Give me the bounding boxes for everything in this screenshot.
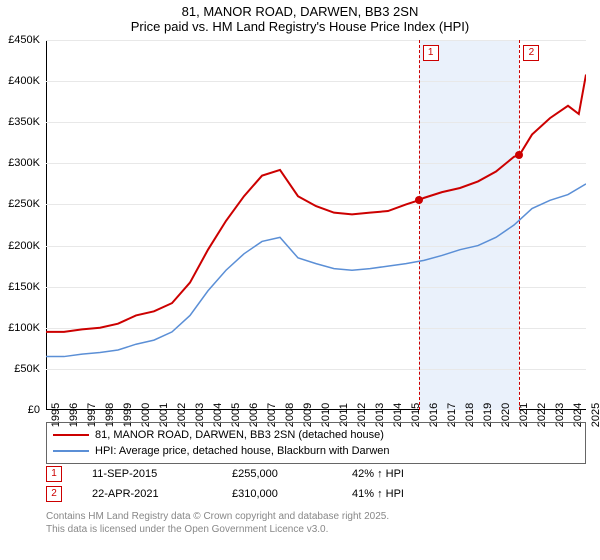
- sale-price: £255,000: [232, 468, 322, 480]
- footer-line1: Contains HM Land Registry data © Crown c…: [46, 510, 389, 523]
- legend-label: HPI: Average price, detached house, Blac…: [95, 445, 390, 457]
- title-address: 81, MANOR ROAD, DARWEN, BB3 2SN: [0, 4, 600, 19]
- legend-swatch: [53, 434, 89, 436]
- chart-title: 81, MANOR ROAD, DARWEN, BB3 2SN Price pa…: [0, 0, 600, 34]
- footer-line2: This data is licensed under the Open Gov…: [46, 523, 389, 536]
- legend-swatch: [53, 450, 89, 452]
- series-line: [46, 184, 586, 357]
- sale-date: 22-APR-2021: [92, 488, 202, 500]
- series-svg: [46, 40, 586, 410]
- sale-row: 2 22-APR-2021 £310,000 41% ↑ HPI: [46, 484, 586, 504]
- legend-item: HPI: Average price, detached house, Blac…: [53, 443, 579, 459]
- chart-plot-area: £0£50K£100K£150K£200K£250K£300K£350K£400…: [46, 40, 586, 410]
- series-line: [46, 75, 586, 332]
- legend-item: 81, MANOR ROAD, DARWEN, BB3 2SN (detache…: [53, 427, 579, 443]
- sale-delta: 41% ↑ HPI: [352, 488, 442, 500]
- sale-dot: [415, 196, 423, 204]
- y-tick-label: £50K: [14, 363, 40, 375]
- y-tick-label: £0: [28, 404, 40, 416]
- y-tick-label: £450K: [8, 34, 40, 46]
- y-tick-label: £100K: [8, 322, 40, 334]
- sale-delta: 42% ↑ HPI: [352, 468, 442, 480]
- sale-badge: 1: [46, 466, 62, 482]
- y-tick-label: £350K: [8, 116, 40, 128]
- legend: 81, MANOR ROAD, DARWEN, BB3 2SN (detache…: [46, 422, 586, 464]
- y-tick-label: £250K: [8, 198, 40, 210]
- sale-price: £310,000: [232, 488, 322, 500]
- title-subtitle: Price paid vs. HM Land Registry's House …: [0, 19, 600, 34]
- sale-date: 11-SEP-2015: [92, 468, 202, 480]
- attribution-footer: Contains HM Land Registry data © Crown c…: [46, 510, 389, 536]
- y-tick-label: £400K: [8, 75, 40, 87]
- sales-table: 1 11-SEP-2015 £255,000 42% ↑ HPI 2 22-APR-202…: [46, 464, 586, 504]
- y-tick-label: £300K: [8, 157, 40, 169]
- x-tick-label: 2025: [590, 403, 600, 427]
- legend-label: 81, MANOR ROAD, DARWEN, BB3 2SN (detache…: [95, 429, 384, 441]
- sale-row: 1 11-SEP-2015 £255,000 42% ↑ HPI: [46, 464, 586, 484]
- y-tick-label: £150K: [8, 281, 40, 293]
- sale-dot: [515, 151, 523, 159]
- sale-badge: 2: [46, 486, 62, 502]
- y-tick-label: £200K: [8, 240, 40, 252]
